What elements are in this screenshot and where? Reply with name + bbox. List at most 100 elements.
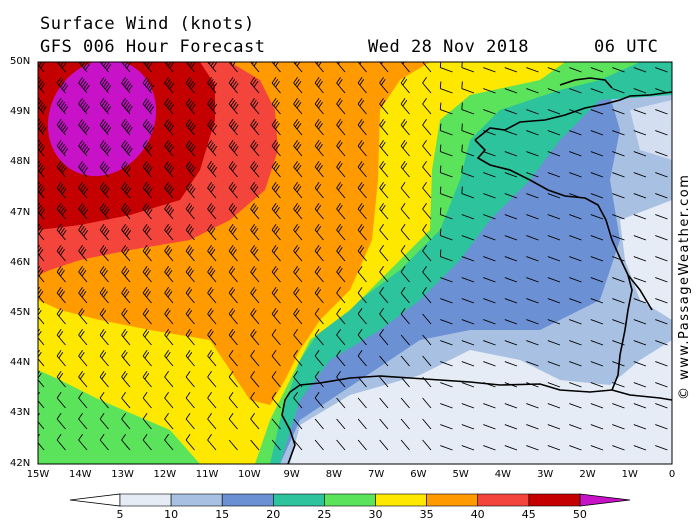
wind-barb bbox=[314, 98, 324, 115]
wind-barb bbox=[336, 308, 346, 325]
wind-barb bbox=[121, 119, 133, 136]
wind-barb bbox=[461, 361, 475, 367]
wind-barb bbox=[612, 319, 625, 325]
wind-barb bbox=[185, 119, 196, 136]
wind-barb bbox=[504, 214, 518, 220]
wind-barb bbox=[439, 228, 453, 241]
wind-barb bbox=[357, 182, 367, 199]
wind-barb bbox=[314, 182, 324, 199]
wind-barb bbox=[336, 266, 346, 283]
wind-barb bbox=[633, 193, 647, 199]
wind-barb bbox=[78, 287, 88, 304]
wind-barb bbox=[38, 266, 45, 283]
wind-barb bbox=[271, 371, 281, 388]
wind-barb bbox=[547, 214, 561, 220]
wind-barb bbox=[569, 361, 582, 367]
map-frame bbox=[37, 61, 673, 465]
wind-barb bbox=[38, 329, 45, 346]
wind-barb bbox=[78, 119, 90, 136]
wind-barb bbox=[207, 287, 217, 304]
wind-barb bbox=[271, 140, 281, 157]
wind-barb bbox=[504, 151, 518, 157]
wind-barb bbox=[547, 193, 561, 199]
wind-barb bbox=[569, 256, 582, 262]
wind-barb bbox=[250, 371, 260, 388]
wind-barb bbox=[56, 371, 66, 388]
wind-barb bbox=[612, 172, 625, 178]
wind-barb bbox=[547, 235, 561, 241]
wind-barb bbox=[547, 151, 561, 157]
wind-barb bbox=[271, 203, 281, 220]
wind-barb bbox=[461, 144, 475, 157]
wind-barb bbox=[336, 350, 346, 367]
wind-barb bbox=[569, 193, 582, 199]
wind-barb bbox=[164, 350, 174, 367]
wind-barb bbox=[590, 361, 604, 367]
wind-barb bbox=[483, 193, 496, 199]
wind-barb bbox=[78, 98, 90, 115]
wind-barb bbox=[164, 161, 175, 178]
wind-barb bbox=[250, 287, 260, 304]
wind-barb bbox=[293, 98, 303, 115]
wind-barb bbox=[440, 445, 453, 451]
wind-barb bbox=[271, 266, 281, 283]
colorbar-label: 45 bbox=[521, 508, 536, 521]
wind-barb bbox=[250, 98, 260, 115]
wind-barb bbox=[336, 329, 346, 346]
wind-barb bbox=[56, 434, 66, 451]
longitude-label: 1W bbox=[621, 469, 638, 480]
wind-barb bbox=[228, 140, 239, 157]
wind-barb bbox=[633, 403, 647, 409]
wind-barb bbox=[228, 119, 239, 136]
wind-barb bbox=[185, 266, 195, 283]
wind-barb bbox=[547, 445, 561, 451]
wind-barb bbox=[526, 298, 539, 304]
wind-barb bbox=[461, 340, 475, 346]
latitude-label: 43N bbox=[10, 407, 31, 419]
wind-barb bbox=[314, 140, 324, 157]
wind-barb bbox=[526, 88, 539, 94]
wind-barb bbox=[422, 182, 432, 199]
wind-barb bbox=[461, 382, 475, 388]
wind-barb bbox=[400, 308, 410, 325]
colorbar-segment bbox=[375, 493, 427, 507]
wind-barb bbox=[655, 109, 668, 115]
colorbar-segment bbox=[170, 493, 223, 507]
wind-barb bbox=[271, 418, 281, 430]
wind-barb bbox=[314, 224, 324, 241]
map-title: Surface Wind (knots) bbox=[40, 14, 255, 34]
wind-barb bbox=[293, 329, 303, 346]
wind-barb bbox=[250, 392, 260, 409]
wind-barb bbox=[483, 109, 496, 115]
wind-barb bbox=[207, 245, 217, 262]
longitude-label: 9W bbox=[283, 469, 300, 480]
wind-barb bbox=[207, 62, 218, 73]
forecast-time: 06 UTC bbox=[594, 37, 659, 57]
wind-barb bbox=[357, 397, 367, 409]
longitude-label: 12W bbox=[153, 469, 177, 480]
wind-barb bbox=[655, 67, 668, 73]
wind-barb bbox=[504, 424, 518, 430]
wind-barb bbox=[78, 392, 88, 409]
wind-barb bbox=[422, 140, 432, 157]
wind-barb bbox=[590, 382, 604, 388]
wind-barb bbox=[207, 434, 217, 451]
wind-barb bbox=[142, 62, 153, 73]
latitude-label: 44N bbox=[10, 357, 31, 369]
colorbar-label: 25 bbox=[317, 508, 332, 521]
colorbar-segment bbox=[221, 493, 274, 507]
wind-barb bbox=[56, 308, 66, 325]
colorbar-segment bbox=[426, 493, 479, 507]
wind-barb bbox=[440, 340, 453, 346]
wind-barb bbox=[483, 235, 496, 241]
latitude-label: 48N bbox=[10, 156, 31, 168]
wind-barb bbox=[439, 186, 453, 199]
wind-barb bbox=[526, 214, 539, 220]
wind-barb bbox=[590, 403, 604, 409]
wind-barb bbox=[655, 235, 668, 241]
wind-barb bbox=[461, 256, 475, 262]
wind-barb bbox=[99, 266, 109, 283]
wind-barb bbox=[483, 340, 496, 346]
wind-barb bbox=[547, 67, 561, 73]
colorbar-segment bbox=[272, 493, 325, 507]
